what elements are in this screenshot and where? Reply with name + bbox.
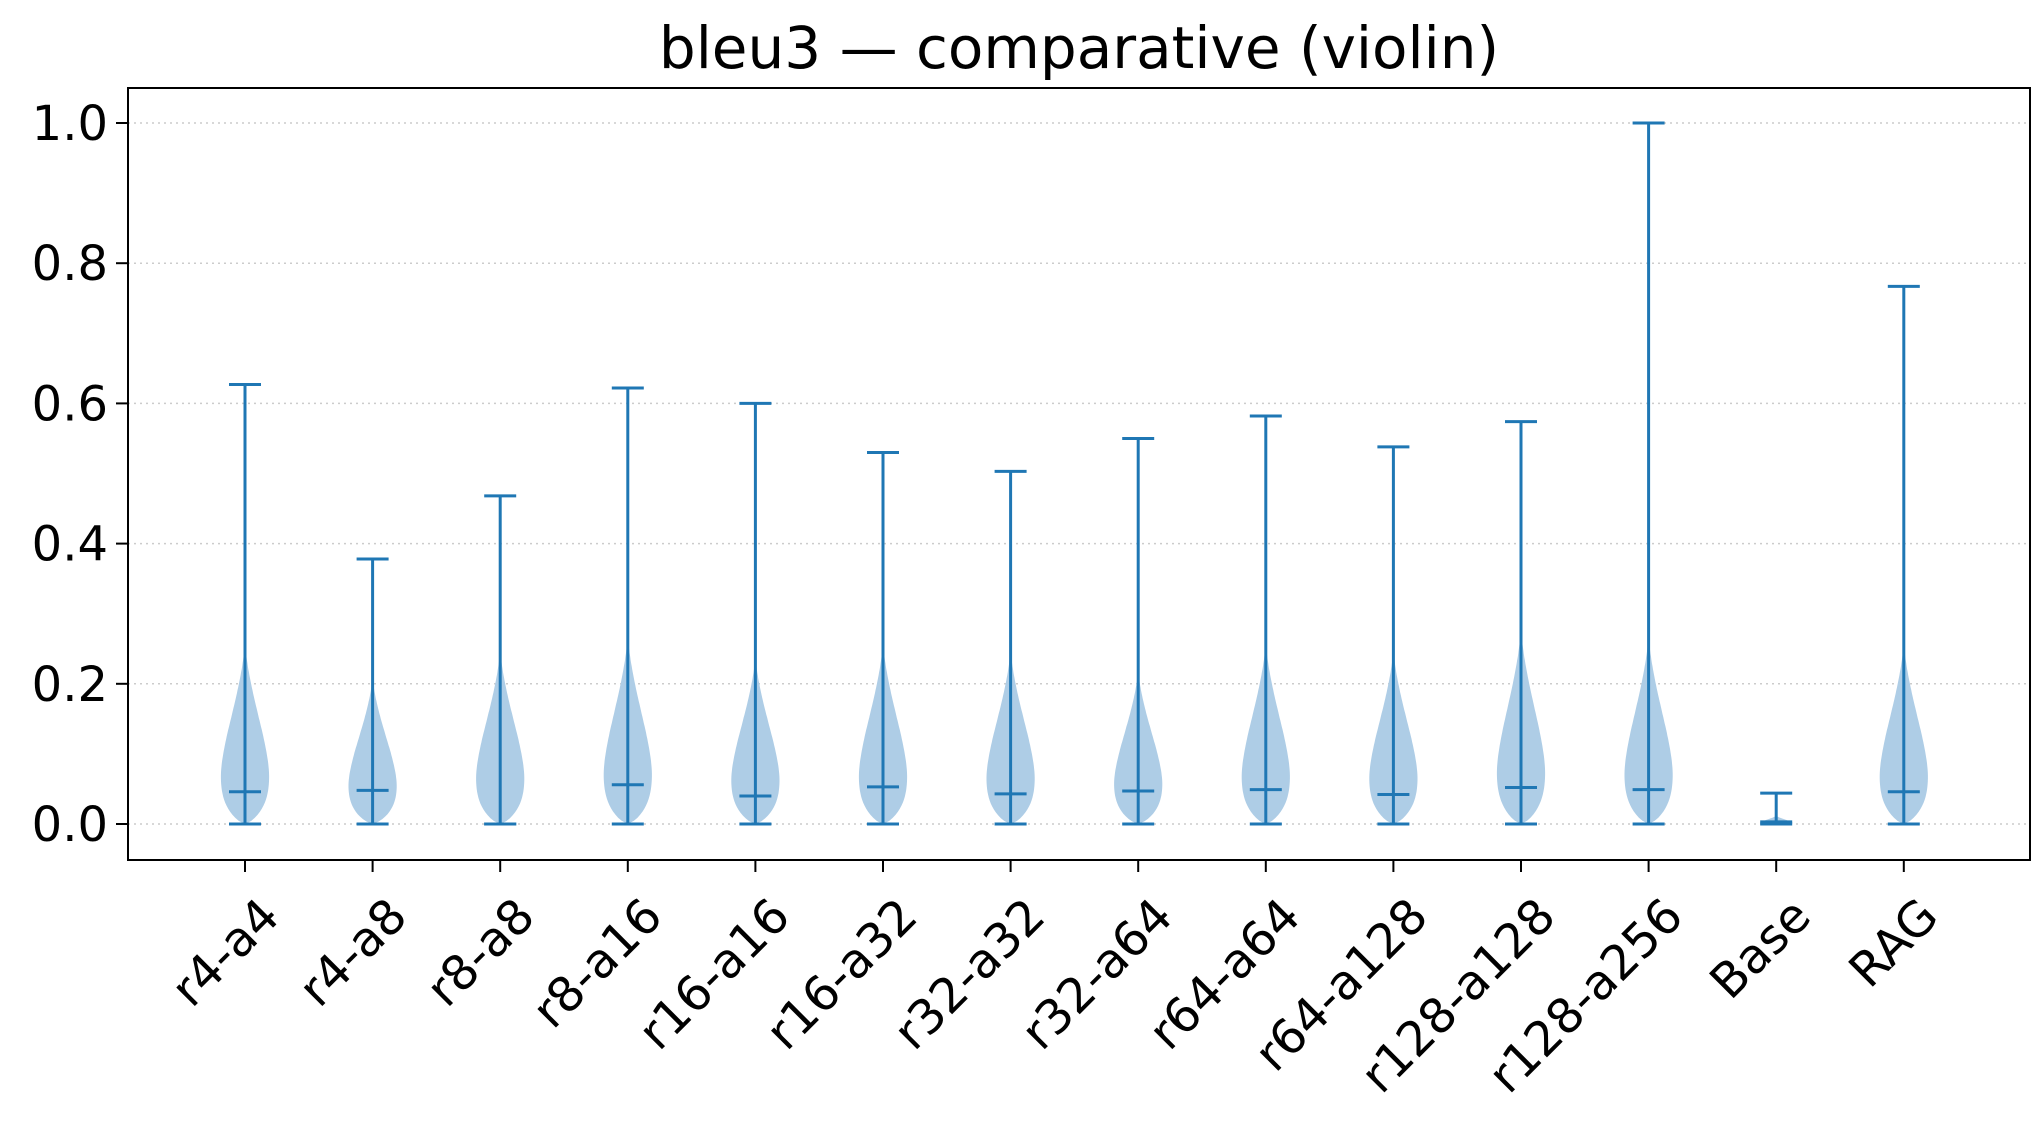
stat-layer	[229, 121, 1920, 826]
y-tick-label: 1.0	[32, 96, 108, 152]
y-tick-label: 0.8	[32, 236, 108, 292]
y-tick-label: 0.4	[32, 517, 108, 573]
x-tick-label: Base	[1699, 888, 1821, 1010]
y-axis: 0.0 0.2 0.4 0.6 0.8 1.0	[32, 96, 128, 853]
y-tick-label: 0.6	[32, 376, 108, 432]
plot-frame	[127, 87, 2031, 861]
x-tick-label: RAG	[1838, 888, 1949, 999]
chart-title: bleu3 — comparative (violin)	[659, 14, 1499, 82]
grid-layer	[128, 122, 2030, 825]
x-axis: r4-a4r4-a8r8-a8r8-a16r16-a16r16-a32r32-a…	[161, 860, 1949, 1104]
y-tick-label: 0.2	[32, 657, 108, 713]
x-tick-label: r4-a4	[161, 888, 291, 1018]
violin-layer	[220, 627, 1928, 824]
y-tick-label: 0.0	[32, 797, 108, 853]
x-tick-label: r4-a8	[288, 888, 418, 1018]
